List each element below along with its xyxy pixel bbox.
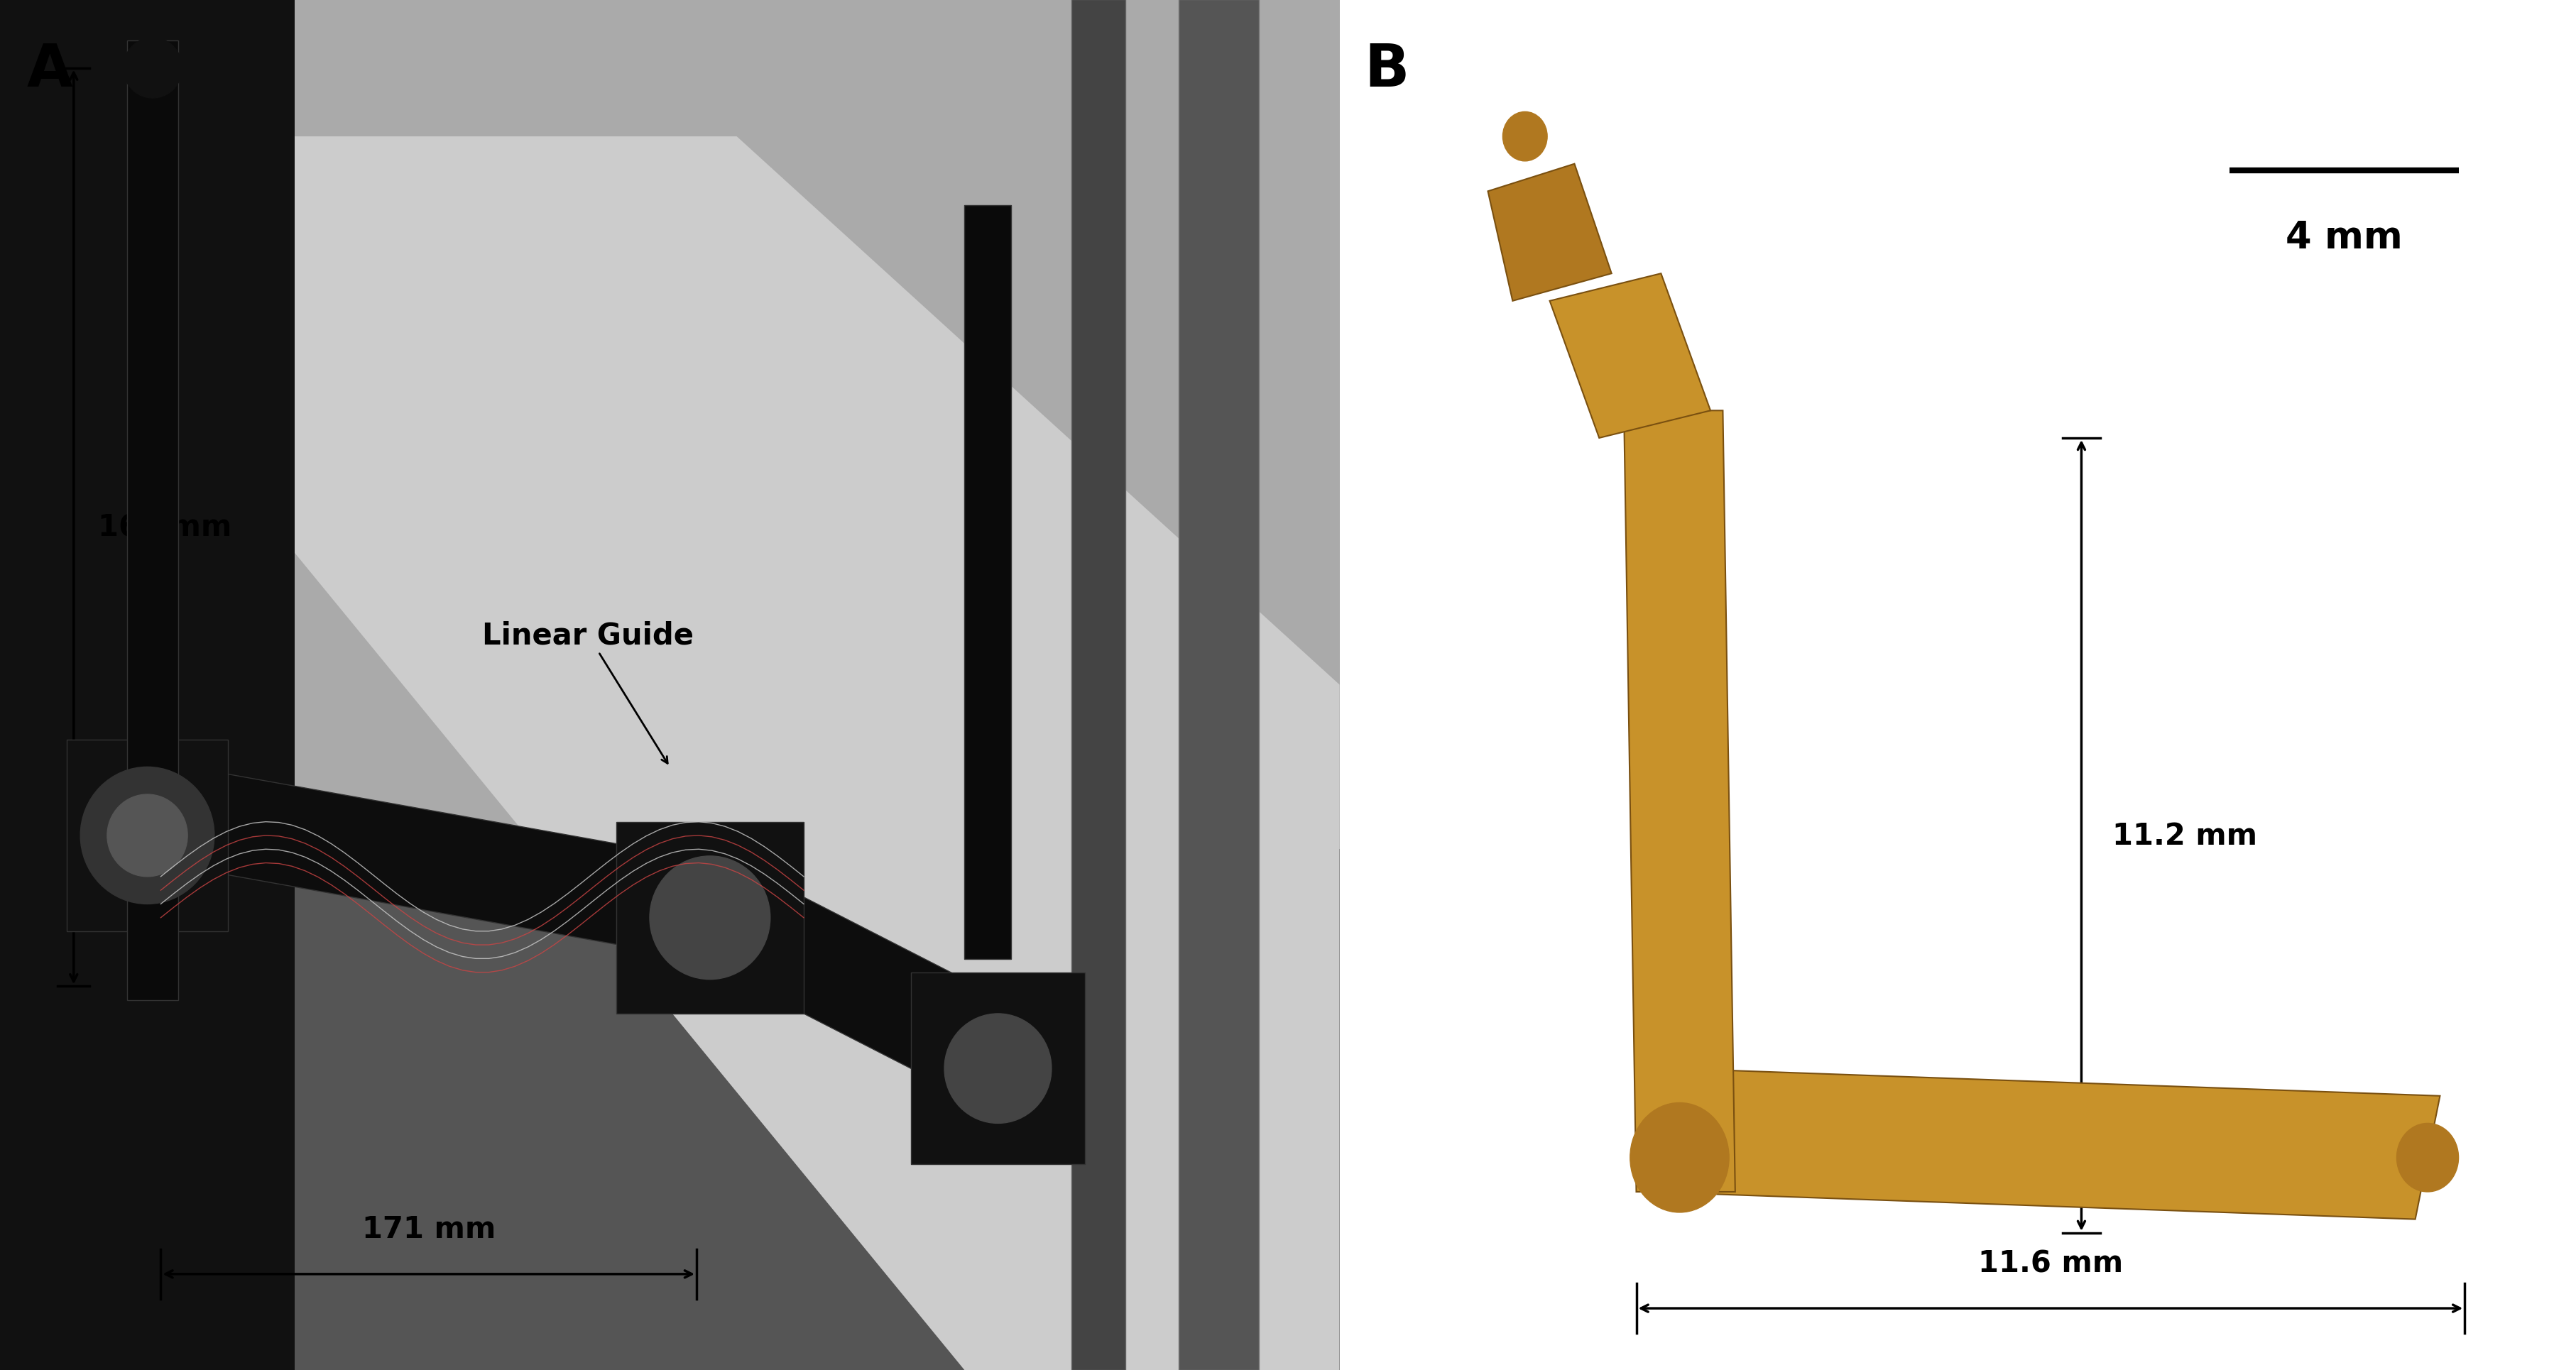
Circle shape [945,1014,1051,1123]
Polygon shape [160,767,724,959]
Text: 11.2 mm: 11.2 mm [2112,821,2257,851]
Circle shape [124,38,183,99]
Bar [0,0,294,1370]
Circle shape [1502,112,1548,162]
Polygon shape [696,863,1005,1096]
Text: 4 mm: 4 mm [2285,219,2403,256]
Text: 11.6 mm: 11.6 mm [1978,1248,2123,1278]
Bar [0,0,1340,849]
Polygon shape [1551,274,1710,438]
Polygon shape [1649,1069,2439,1219]
Bar [1072,0,1126,1370]
Polygon shape [1623,411,1736,1192]
Text: 167 mm: 167 mm [98,512,232,543]
Circle shape [649,856,770,980]
Polygon shape [1489,164,1613,301]
Bar [126,41,178,1000]
Text: B: B [1365,41,1409,99]
Circle shape [1631,1103,1728,1212]
Bar [912,973,1084,1164]
Bar [67,740,227,932]
Text: A: A [26,41,72,99]
Bar [616,822,804,1014]
Polygon shape [268,137,1340,1370]
Circle shape [108,795,188,877]
Bar [963,206,1012,959]
Text: 171 mm: 171 mm [361,1214,495,1244]
Bar [0,849,1340,1370]
Circle shape [80,767,214,904]
Text: Linear Guide: Linear Guide [482,621,693,763]
Bar [1180,0,1260,1370]
Circle shape [2396,1123,2458,1192]
